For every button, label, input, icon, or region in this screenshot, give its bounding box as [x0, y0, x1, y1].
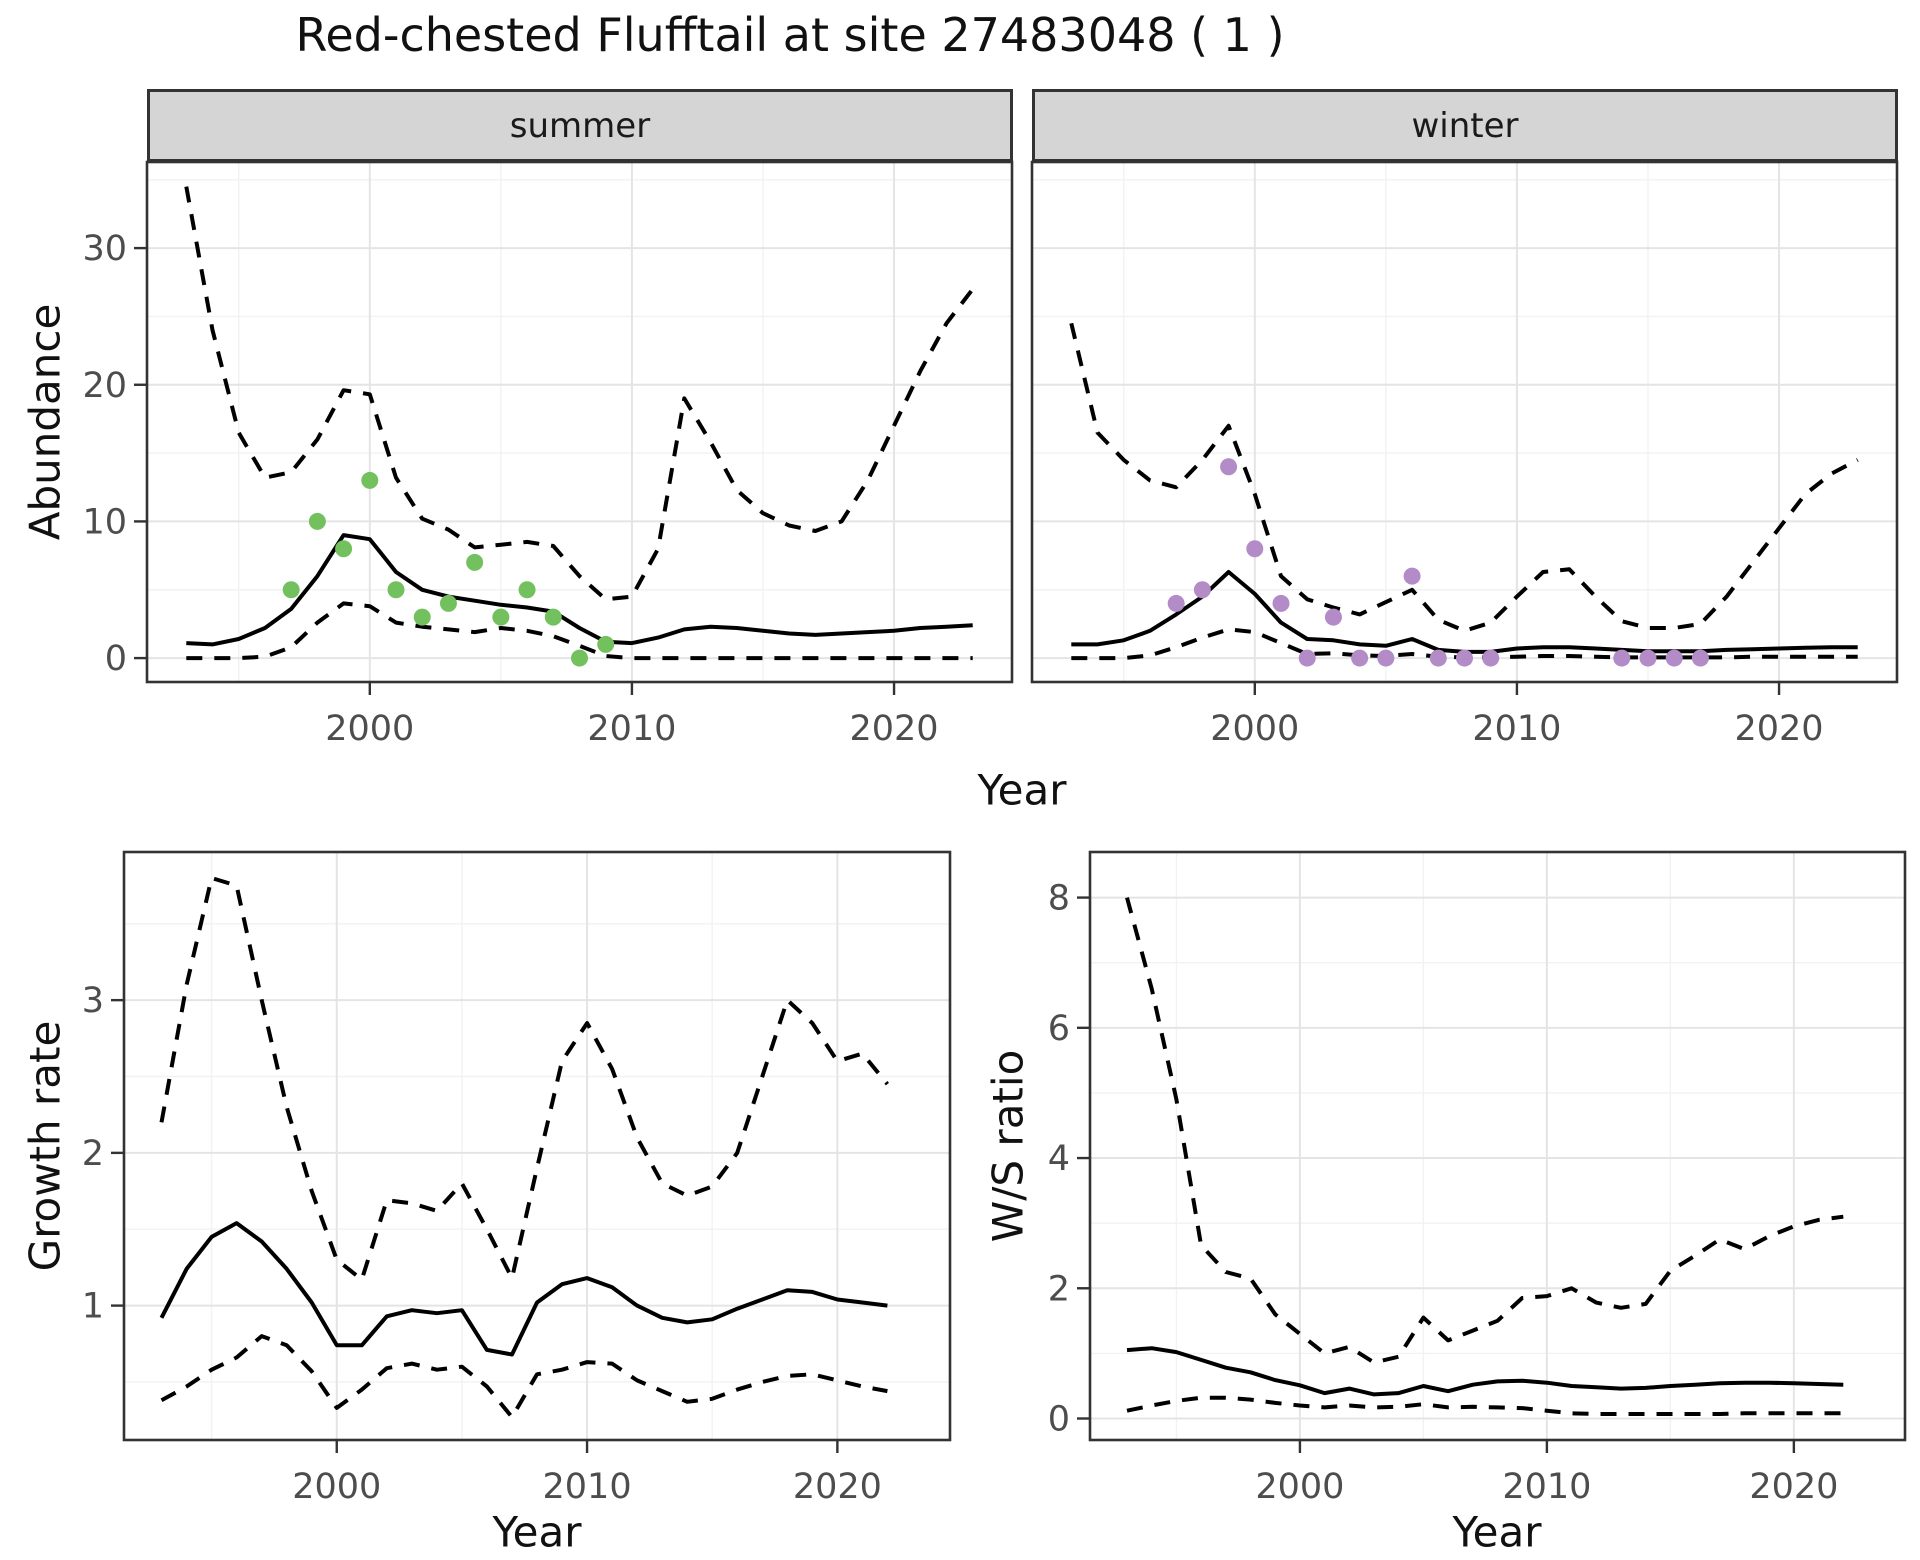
plot-title: Red-chested Flufftail at site 27483048 (…	[295, 8, 1285, 62]
abundance-summer-panel-bg	[147, 162, 1012, 682]
abundance-winter-panel-border	[1030, 160, 1899, 684]
y-tick-label: 4	[1048, 1139, 1070, 1179]
facet-strip-winter: winter	[1032, 89, 1898, 162]
abundance-summer-observed-point	[282, 581, 300, 599]
y-tick-label: 2	[82, 1134, 104, 1174]
y-tick-label: 10	[82, 502, 127, 542]
y-axis-title-growth-rate: Growth rate	[20, 1020, 70, 1272]
x-tick-label: 2000	[1210, 709, 1299, 749]
abundance-summer-observed-point	[413, 608, 431, 626]
abundance-summer-observed-point	[466, 553, 484, 571]
x-tick-label: 2010	[587, 709, 676, 749]
y-axis-title-ws-ratio: W/S ratio	[983, 1049, 1033, 1243]
x-tick-label: 2000	[325, 709, 414, 749]
x-tick-label: 2020	[850, 709, 939, 749]
abundance-winter-upper_ci-line	[1069, 322, 1859, 633]
abundance-summer-observed-point	[335, 540, 353, 558]
x-tick-label: 2010	[1472, 709, 1561, 749]
abundance-summer-observed-point	[518, 581, 536, 599]
abundance-winter-observed-point	[1429, 649, 1447, 667]
y-tick-label: 3	[82, 981, 104, 1021]
y-tick-label: 30	[82, 229, 127, 269]
abundance-winter-observed-point	[1665, 649, 1683, 667]
x-tick-label: 2010	[1502, 1467, 1591, 1507]
y-tick-label: 0	[105, 639, 127, 679]
ws-ratio-lower_ci-line	[1126, 1395, 1844, 1416]
x-axis-title-bottom-right: Year	[1452, 1507, 1542, 1557]
abundance-winter-observed-point	[1456, 649, 1473, 667]
abundance-winter-observed-point	[1298, 649, 1316, 667]
x-tick-label: 2020	[793, 1467, 882, 1507]
x-tick-label: 2000	[292, 1467, 381, 1507]
abundance-winter-observed-point	[1482, 649, 1500, 667]
abundance-summer-observed-point	[361, 471, 379, 489]
abundance-summer-lower_ci-line	[186, 601, 973, 661]
abundance-summer-observed-point	[597, 635, 615, 653]
facet-strip-summer-label: summer	[509, 105, 651, 146]
growth-rate-median-line	[159, 1221, 888, 1357]
abundance-winter-panel-bg	[1032, 162, 1897, 682]
abundance-summer-observed-point	[544, 608, 562, 626]
facet-strip-summer: summer	[147, 89, 1013, 162]
abundance-summer-observed-point	[308, 512, 326, 530]
x-axis-title-bottom-left: Year	[492, 1507, 582, 1557]
abundance-summer-upper_ci-line	[184, 186, 975, 602]
x-tick-label: 2010	[543, 1467, 632, 1507]
abundance-winter-observed-point	[1351, 649, 1369, 667]
y-axis-title-abundance: Abundance	[20, 303, 70, 541]
abundance-summer-panel-border	[145, 160, 1014, 684]
abundance-winter-observed-point	[1193, 581, 1211, 599]
abundance-summer-observed-point	[387, 581, 405, 599]
facet-strip-winter-label: winter	[1411, 105, 1519, 146]
abundance-winter-observed-point	[1639, 649, 1657, 667]
abundance-winter-observed-point	[1691, 649, 1709, 667]
x-axis-title-top: Year	[977, 765, 1067, 815]
x-tick-label: 2020	[1735, 709, 1824, 749]
growth-rate-panel-bg	[124, 852, 950, 1440]
abundance-winter-observed-point	[1167, 594, 1185, 612]
y-tick-label: 20	[82, 366, 127, 406]
abundance-winter-observed-point	[1613, 649, 1631, 667]
abundance-summer-observed-point	[492, 608, 510, 626]
x-tick-label: 2000	[1255, 1467, 1344, 1507]
y-tick-label: 2	[1048, 1269, 1070, 1309]
y-tick-label: 6	[1048, 1009, 1070, 1049]
abundance-summer-median-line	[186, 533, 973, 647]
abundance-summer-observed-point	[439, 594, 457, 612]
y-tick-label: 0	[1048, 1400, 1070, 1440]
abundance-winter-observed-point	[1403, 567, 1421, 585]
abundance-winter-observed-point	[1324, 608, 1342, 626]
growth-rate-lower_ci-line	[160, 1334, 888, 1420]
abundance-winter-observed-point	[1220, 458, 1238, 476]
ws-ratio-panel-bg	[1090, 852, 1905, 1440]
y-tick-label: 8	[1048, 879, 1070, 919]
growth-rate-panel-border	[122, 850, 952, 1442]
ws-ratio-panel-border	[1088, 850, 1907, 1442]
abundance-summer-observed-point	[571, 649, 588, 667]
abundance-winter-observed-point	[1377, 649, 1395, 667]
ws-ratio-median-line	[1126, 1346, 1844, 1397]
abundance-winter-observed-point	[1246, 540, 1264, 558]
x-tick-label: 2020	[1749, 1467, 1838, 1507]
y-tick-label: 1	[82, 1287, 104, 1327]
abundance-winter-observed-point	[1272, 594, 1290, 612]
growth-rate-upper_ci-line	[159, 876, 889, 1282]
